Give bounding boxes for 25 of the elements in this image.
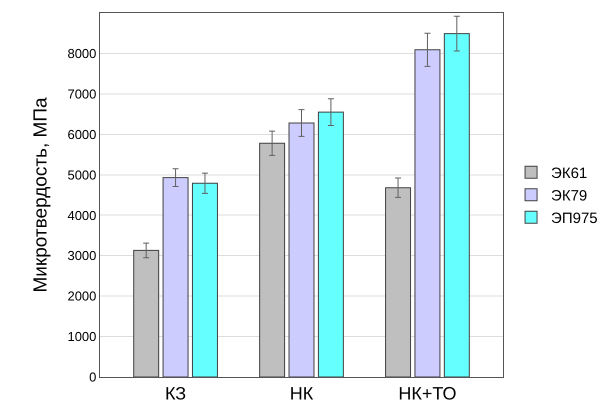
bar <box>133 250 160 377</box>
y-tick-label: 7000 <box>67 86 96 102</box>
y-tick-label: 1000 <box>67 329 96 344</box>
legend-label: ЭК61 <box>551 165 588 182</box>
y-tick-label: 5000 <box>67 167 96 182</box>
bar <box>385 187 412 377</box>
x-tick-label: НК <box>290 384 314 404</box>
bar <box>259 142 286 377</box>
y-tick-label: 6000 <box>67 126 96 142</box>
y-tick-label: 3000 <box>67 248 96 264</box>
y-tick-label: 8000 <box>67 46 96 61</box>
bar <box>414 49 440 377</box>
bar <box>162 177 189 377</box>
bar <box>444 33 470 377</box>
y-tick-label: 0 <box>89 370 96 385</box>
bar <box>318 112 344 377</box>
x-tick-label: НК+ТО <box>398 384 457 404</box>
legend-label: ЭП975 <box>551 210 598 228</box>
bar <box>288 122 314 377</box>
legend-label: ЭК79 <box>551 188 588 205</box>
y-axis-title: Микротвердость, МПа <box>30 97 52 293</box>
y-tick-label: 4000 <box>67 208 96 223</box>
y-tick-label: 2000 <box>67 288 96 304</box>
bar <box>192 182 218 377</box>
x-tick-label: КЗ <box>164 384 186 404</box>
